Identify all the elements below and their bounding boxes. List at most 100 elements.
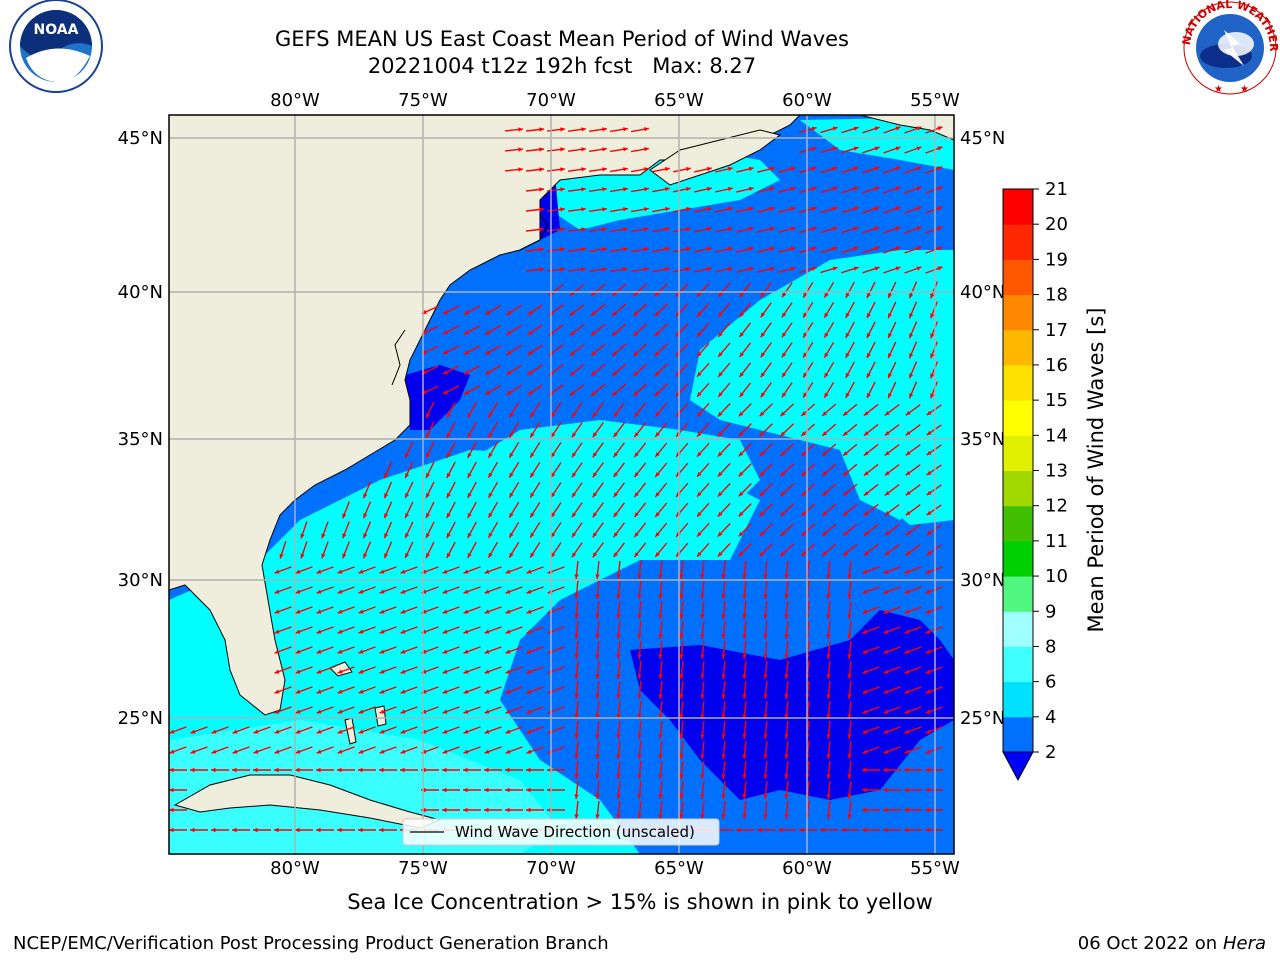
wind-wave-arrow-head [633, 371, 639, 377]
wind-wave-arrow-head [665, 247, 670, 252]
wind-wave-arrow-head [926, 410, 932, 416]
wind-wave-arrow-head [505, 569, 511, 574]
wind-wave-arrow-head [738, 551, 744, 557]
wind-wave-arrow-head [633, 391, 639, 397]
wind-wave-arrow-head [358, 767, 363, 773]
wind-wave-arrow-head [883, 629, 889, 634]
wind-wave-arrow-head [379, 827, 384, 833]
wind-wave-arrow-head [509, 432, 514, 438]
wind-wave-arrow-head [700, 674, 705, 679]
wind-wave-arrow-head [780, 531, 786, 537]
wind-wave-arrow-head [780, 511, 786, 517]
wind-wave-arrow-head [274, 669, 280, 674]
wind-wave-arrow-head [826, 794, 831, 799]
wind-wave-arrow-head [905, 410, 911, 416]
wind-wave-arrow-head [274, 767, 279, 773]
wind-wave-arrow-head [169, 827, 174, 833]
wind-wave-arrow-head [866, 293, 871, 298]
wind-wave-arrow-head [560, 207, 565, 212]
wind-wave-arrow-head [379, 669, 385, 674]
wind-wave-arrow-head [405, 473, 410, 479]
wind-wave-arrow-head [801, 551, 807, 556]
wind-wave-arrow-head [790, 246, 796, 251]
wind-wave-arrow-head [581, 267, 586, 272]
wind-wave-arrow-head [526, 729, 532, 734]
wind-wave-arrow-head [697, 471, 702, 477]
wind-wave-arrow-head [832, 126, 838, 131]
wind-wave-arrow-head [937, 166, 943, 171]
wind-wave-arrow-head [526, 709, 532, 714]
wind-wave-arrow-head [748, 246, 754, 252]
wind-wave-arrow-head [526, 669, 532, 674]
wind-wave-arrow-head [847, 774, 852, 779]
wind-wave-arrow-head [337, 669, 343, 674]
wind-wave-arrow-head [616, 794, 621, 799]
colorbar-tick-label: 8 [1045, 636, 1056, 657]
wind-wave-arrow-head [400, 709, 406, 714]
wind-wave-arrow-head [337, 749, 343, 754]
wind-wave-arrow-head [759, 531, 765, 537]
wind-wave-arrow-head [591, 371, 596, 376]
wind-wave-arrow-head [832, 266, 838, 271]
wind-wave-arrow-head [874, 246, 880, 251]
wind-wave-arrow-head [316, 689, 322, 694]
wind-wave-arrow-head [442, 609, 448, 614]
wind-wave-arrow-head [697, 351, 702, 357]
wind-wave-arrow-head [721, 734, 726, 739]
wind-wave-arrow-head [916, 206, 922, 211]
wind-wave-arrow-head [883, 589, 889, 594]
wind-wave-arrow-head [426, 473, 430, 479]
wind-wave-arrow-head [763, 574, 768, 579]
wind-wave-arrow-head [909, 353, 914, 359]
wind-wave-arrow-head [895, 186, 901, 191]
wind-wave-arrow-head [784, 614, 789, 619]
wind-wave-arrow-head [937, 226, 943, 231]
wind-wave-arrow-head [442, 569, 448, 574]
colorbar-segment [1003, 576, 1033, 612]
wind-wave-arrow-head [634, 472, 639, 478]
wind-wave-arrow-head [738, 451, 744, 457]
wind-wave-arrow-head [658, 734, 663, 739]
wind-wave-arrow-head [926, 470, 932, 476]
wind-wave-arrow-head [916, 226, 922, 231]
wind-wave-arrow-head [484, 609, 490, 614]
wind-wave-arrow-head [700, 694, 705, 699]
lon-label: 70°W [526, 858, 576, 879]
wind-wave-arrow-head [721, 674, 726, 679]
wind-wave-arrow-head [442, 689, 448, 694]
wind-wave-arrow-head [717, 431, 723, 437]
wind-wave-arrow-head [826, 714, 831, 719]
wind-wave-arrow-head [616, 674, 621, 679]
wind-wave-arrow-head [574, 594, 579, 599]
wind-wave-arrow-head [464, 310, 470, 315]
wind-wave-arrow-head [426, 433, 430, 439]
wind-wave-arrow-head [843, 491, 848, 496]
wind-wave-arrow-head [169, 729, 175, 734]
wind-wave-arrow-head [925, 669, 931, 674]
wind-wave-arrow-head [748, 206, 754, 212]
wind-wave-arrow-head [467, 472, 472, 478]
wind-wave-arrow-head [811, 166, 817, 171]
wind-wave-arrow-head [763, 694, 768, 699]
wind-wave-arrow-head [358, 749, 364, 754]
wind-wave-arrow-head [700, 814, 705, 819]
wind-wave-arrow-head [803, 392, 808, 398]
wind-wave-arrow-head [592, 492, 598, 498]
wind-wave-arrow-head [937, 266, 943, 271]
wind-wave-arrow-head [883, 827, 888, 833]
wind-wave-arrow-head [658, 634, 663, 639]
wind-wave-arrow-head [484, 807, 489, 813]
wind-wave-arrow-head [826, 694, 831, 699]
wind-wave-arrow-head [655, 552, 660, 557]
wind-wave-arrow-head [569, 311, 575, 316]
wind-wave-arrow-head [895, 226, 901, 231]
wind-wave-arrow-head [358, 827, 363, 833]
wind-wave-arrow-head [763, 774, 768, 779]
wind-wave-arrow-head [895, 126, 901, 131]
wind-wave-arrow-head [679, 614, 684, 619]
wind-wave-arrow-head [760, 372, 766, 378]
wind-wave-arrow-head [930, 313, 935, 319]
wind-wave-arrow-head [337, 827, 342, 833]
wind-wave-arrow-head [784, 594, 789, 599]
wind-wave-arrow-head [654, 391, 660, 397]
